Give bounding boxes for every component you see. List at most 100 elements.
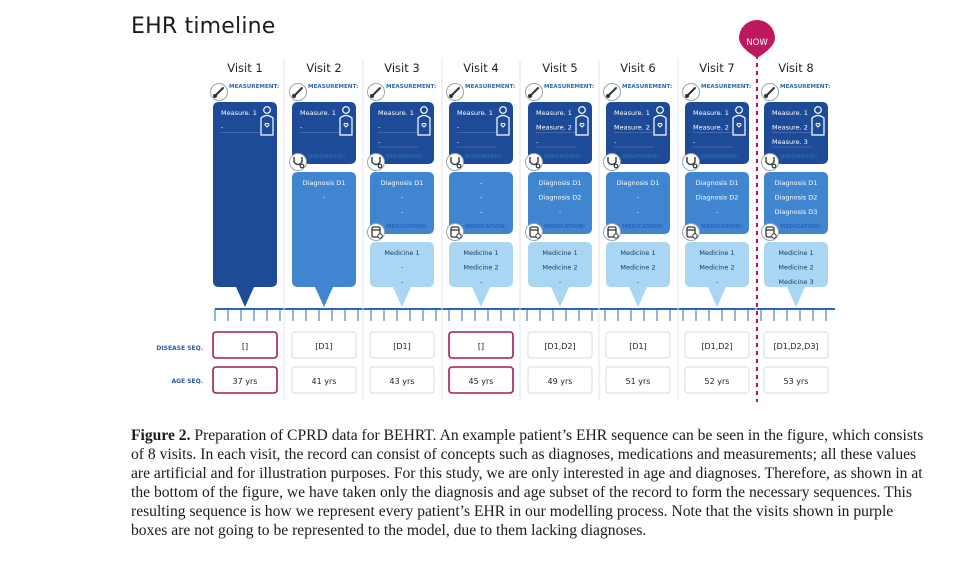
diagnosis-icon-circle	[603, 153, 621, 171]
measurement-item: Measure. 1	[300, 109, 336, 117]
measurement-label: MEASUREMENT:	[622, 84, 672, 90]
age-seq-value: 43 yrs	[390, 377, 415, 386]
medication-item: Medicine 2	[620, 264, 655, 272]
disease-seq-value: [D1]	[629, 342, 647, 351]
visit-label: Visit 4	[463, 61, 498, 75]
medication-label: MEDICATION:	[544, 224, 586, 230]
visit-label: Visit 6	[620, 61, 655, 75]
age-seq-value: 41 yrs	[312, 377, 337, 386]
measurement-item: -	[457, 138, 460, 146]
medication-item: -	[716, 278, 719, 286]
measurement-item: -	[378, 124, 381, 132]
medication-box	[528, 242, 592, 307]
diagnosis-item: Diagnosis D1	[303, 179, 346, 187]
measurement-item: Measure. 1	[378, 109, 414, 117]
disease-seq-value: [D1]	[393, 342, 411, 351]
disease-seq-value: []	[242, 342, 248, 351]
medication-item: -	[401, 278, 404, 286]
stethoscope-tube	[529, 157, 539, 166]
diagnosis-icon	[525, 153, 543, 171]
heart-icon	[736, 122, 742, 128]
medication-icon	[446, 223, 464, 241]
age-seq-box	[684, 366, 750, 394]
disease-seq-value: [D1,D2]	[544, 342, 575, 351]
diagnosis-icon	[682, 153, 700, 171]
figure-caption: Figure 2. Preparation of CPRD data for B…	[131, 426, 931, 540]
person-icon	[653, 106, 667, 136]
stethoscope-chestpiece	[535, 163, 541, 169]
thermometer-bulb	[685, 94, 689, 98]
person-head	[578, 106, 586, 114]
diagnosis-item: Diagnosis D2	[775, 194, 818, 202]
medication-label: MEDICATION:	[386, 224, 428, 230]
diagnosis-icon-circle	[525, 153, 543, 171]
visit-label: Visit 2	[306, 61, 341, 75]
pill-icon	[613, 233, 619, 239]
thermometer-bulb	[764, 94, 768, 98]
measurement-item: -	[693, 138, 696, 146]
diagnosis-item: -	[559, 208, 562, 216]
person-head	[814, 106, 822, 114]
measurement-icon	[367, 83, 385, 101]
measurement-item: Measure. 2	[614, 124, 650, 132]
diagnosis-icon	[367, 153, 385, 171]
diagnosis-icon-circle	[682, 153, 700, 171]
medication-icon	[525, 223, 543, 241]
diagnosis-item: Diagnosis D2	[696, 194, 739, 202]
measurement-icon	[289, 83, 307, 101]
medication-icon	[603, 223, 621, 241]
measurement-item: Measure. 2	[693, 124, 729, 132]
diagnosis-icon	[446, 153, 464, 171]
measurement-item: Measure. 1	[614, 109, 650, 117]
person-icon	[417, 106, 431, 136]
diagnosis-label: DIAGNOSIS:	[386, 154, 423, 160]
diagnosis-icon-circle	[761, 153, 779, 171]
stethoscope-tube	[450, 157, 460, 166]
age-seq-value: 53 yrs	[784, 377, 809, 386]
person-icon	[496, 106, 510, 136]
diagnosis-item: -	[323, 194, 326, 202]
age-seq-value: 51 yrs	[626, 377, 651, 386]
thermometer-bulb	[370, 94, 374, 98]
medication-icon-circle	[446, 223, 464, 241]
measurement-item: Measure. 1	[221, 109, 257, 117]
disease-seq-box	[291, 331, 357, 359]
medication-icon-circle	[367, 223, 385, 241]
pill-icon	[535, 233, 541, 239]
pill-bottle-body	[371, 226, 381, 238]
visit-label: Visit 8	[778, 61, 813, 75]
measurement-item: Measure. 3	[772, 138, 808, 146]
heart-icon	[579, 122, 585, 128]
stethoscope-tube	[765, 157, 775, 166]
diagnosis-icon-circle	[289, 153, 307, 171]
stethoscope-chestpiece	[613, 163, 619, 169]
diagnosis-item: -	[716, 208, 719, 216]
pill-icon	[771, 233, 777, 239]
stethoscope-chestpiece	[377, 163, 383, 169]
age-seq-box	[448, 366, 514, 394]
pill-bottle-body	[607, 226, 617, 238]
medication-item: Medicine 1	[463, 249, 498, 257]
disease-seq-value: [D1,D2,D3]	[773, 342, 818, 351]
ehr-timeline-diagram: DISEASE SEQ. AGE SEQ. Visit 1 MEASUREMENT: M…	[156, 20, 835, 402]
age-seq-box	[527, 366, 593, 394]
stethoscope-chestpiece	[771, 163, 777, 169]
medication-label: MEDICATION:	[701, 224, 743, 230]
person-head	[735, 106, 743, 114]
now-label: NOW	[746, 38, 768, 48]
medication-icon	[367, 223, 385, 241]
diagnosis-label: DIAGNOSIS:	[544, 154, 581, 160]
diagnosis-item: Diagnosis D2	[539, 194, 582, 202]
diagnosis-item: Diagnosis D1	[696, 179, 739, 187]
disease-seq-box	[212, 331, 278, 359]
person-head	[263, 106, 271, 114]
person-body	[653, 114, 667, 136]
pill-bottle-body	[686, 226, 696, 238]
visit-label: Visit 1	[227, 61, 262, 75]
medication-item: -	[559, 278, 562, 286]
measurement-box	[213, 102, 277, 307]
stethoscope-tube	[686, 157, 696, 166]
figure-label: Figure 2.	[131, 427, 191, 444]
person-head	[420, 106, 428, 114]
age-seq-box	[605, 366, 671, 394]
